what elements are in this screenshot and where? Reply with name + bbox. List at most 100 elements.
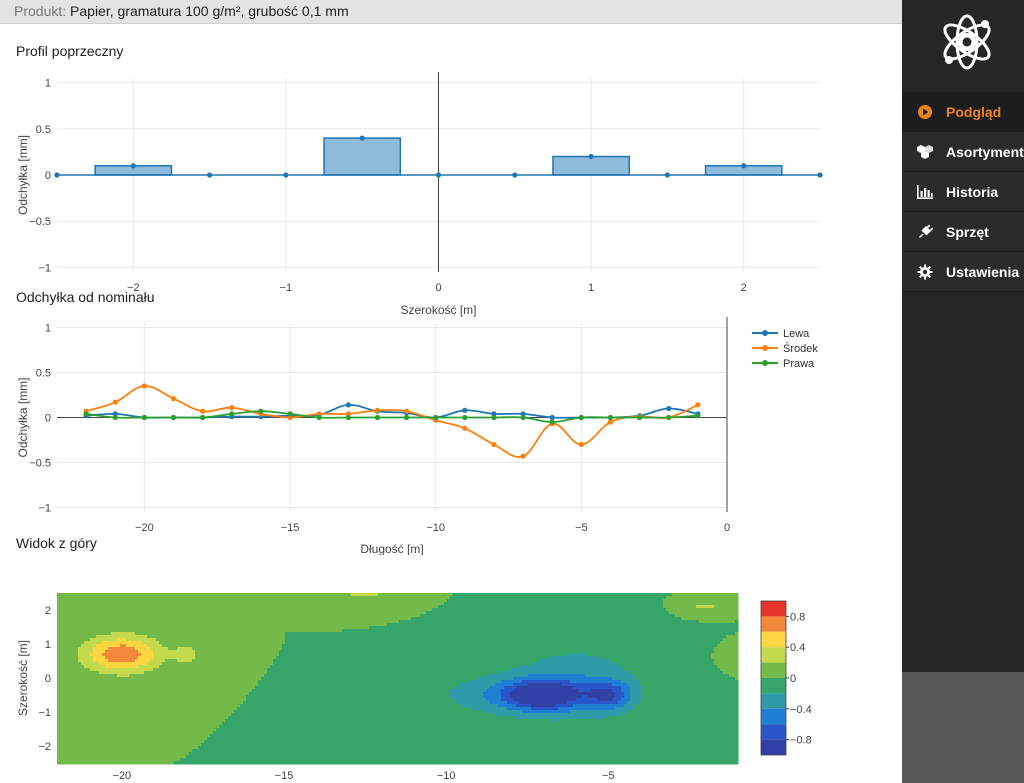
- contour-cell: [105, 758, 109, 762]
- series-point[interactable]: [695, 402, 701, 408]
- profile-bar[interactable]: [552, 155, 631, 176]
- contour-cell: [174, 647, 178, 651]
- series-point[interactable]: [345, 411, 351, 417]
- contour-field[interactable]: [57, 593, 739, 765]
- profile-point[interactable]: [435, 172, 442, 178]
- profile-point[interactable]: [207, 172, 213, 178]
- contour-cell: [69, 755, 73, 759]
- series-point[interactable]: [374, 414, 381, 421]
- series-point[interactable]: [345, 402, 351, 408]
- series-point[interactable]: [258, 408, 264, 414]
- series-point[interactable]: [345, 414, 351, 421]
- contour-cell: [282, 725, 286, 729]
- contour-cell: [72, 596, 76, 600]
- contour-cell: [222, 731, 226, 735]
- series-point[interactable]: [433, 414, 439, 421]
- series-point[interactable]: [491, 411, 497, 417]
- series-point[interactable]: [462, 407, 468, 413]
- profile-point[interactable]: [283, 172, 289, 178]
- contour-cell: [288, 659, 292, 663]
- contour-cell: [66, 608, 70, 612]
- series-point[interactable]: [83, 411, 89, 417]
- contour-cell: [291, 728, 295, 732]
- series-line-środek[interactable]: [85, 385, 699, 458]
- series-point[interactable]: [170, 414, 177, 421]
- series-point[interactable]: [229, 411, 235, 417]
- contour-cell: [87, 740, 91, 744]
- series-point[interactable]: [520, 414, 526, 421]
- contour-cell: [282, 749, 286, 753]
- contour-cell: [282, 716, 286, 720]
- series-point[interactable]: [112, 399, 118, 405]
- series-point[interactable]: [403, 414, 410, 421]
- profile-point[interactable]: [130, 163, 136, 169]
- profile-point[interactable]: [664, 172, 671, 178]
- series-point[interactable]: [695, 413, 701, 419]
- contour-cell: [261, 740, 265, 744]
- contour-cell: [213, 719, 217, 723]
- contour-cell: [147, 758, 151, 762]
- series-point[interactable]: [403, 408, 410, 414]
- contour-cell: [282, 731, 286, 735]
- series-point[interactable]: [141, 383, 147, 389]
- contour-cell: [93, 680, 97, 684]
- contour-cell: [249, 671, 253, 675]
- contour-cell: [213, 617, 217, 621]
- contour-cell: [291, 674, 295, 678]
- series-point[interactable]: [607, 414, 614, 421]
- series-line-prawa[interactable]: [86, 410, 698, 423]
- contour-cell: [150, 620, 154, 624]
- deviation-chart[interactable]: 10.50−0.5−1−20 −15 −10 −5 0LewaŚrodekPrawaDł…: [0, 315, 902, 555]
- series-point[interactable]: [200, 414, 206, 421]
- profile-bar[interactable]: [323, 137, 402, 176]
- series-point[interactable]: [287, 411, 293, 417]
- series-point[interactable]: [607, 419, 614, 425]
- series-point[interactable]: [374, 407, 381, 413]
- series-point[interactable]: [520, 453, 526, 459]
- series-point[interactable]: [578, 441, 584, 448]
- profile-point[interactable]: [817, 172, 823, 178]
- series-point[interactable]: [578, 414, 584, 421]
- profile-point[interactable]: [512, 172, 518, 178]
- series-point[interactable]: [112, 414, 118, 421]
- series-point[interactable]: [200, 408, 206, 414]
- series-point[interactable]: [462, 414, 468, 421]
- series-point[interactable]: [520, 411, 526, 417]
- profile-point[interactable]: [359, 135, 365, 141]
- contour-cell: [216, 617, 220, 621]
- contour-cell: [216, 644, 220, 648]
- series-point[interactable]: [491, 441, 497, 448]
- contour-cell: [81, 656, 85, 660]
- contour-cell: [246, 704, 250, 708]
- profile-point[interactable]: [54, 172, 60, 178]
- series-point[interactable]: [141, 414, 147, 421]
- contour-cell: [57, 737, 61, 741]
- profile-point[interactable]: [741, 163, 747, 169]
- series-point[interactable]: [462, 425, 468, 431]
- series-point[interactable]: [316, 411, 322, 417]
- contour-cell: [150, 761, 154, 765]
- topview-chart[interactable]: 210−1−2−20−15−10−5Długość [m]Szerokość […: [0, 553, 902, 783]
- contour-cell: [165, 671, 169, 675]
- series-point[interactable]: [287, 414, 293, 421]
- series-point[interactable]: [637, 414, 643, 421]
- contour-cell: [141, 686, 145, 690]
- profile-point[interactable]: [588, 153, 594, 160]
- series-point[interactable]: [549, 414, 555, 421]
- series-line-lewa[interactable]: [86, 403, 699, 419]
- series-point[interactable]: [229, 405, 235, 411]
- contour-cell: [297, 668, 301, 672]
- series-point[interactable]: [549, 419, 555, 425]
- contour-cell: [72, 707, 76, 711]
- contour-cell: [129, 719, 133, 723]
- contour-cell: [273, 671, 277, 675]
- series-point[interactable]: [491, 414, 497, 421]
- series-point[interactable]: [316, 414, 322, 421]
- series-point[interactable]: [666, 405, 672, 412]
- series-point[interactable]: [112, 411, 118, 417]
- series-point[interactable]: [666, 414, 672, 421]
- contour-cell: [288, 671, 292, 675]
- contour-cell: [159, 602, 163, 606]
- series-point[interactable]: [170, 396, 177, 402]
